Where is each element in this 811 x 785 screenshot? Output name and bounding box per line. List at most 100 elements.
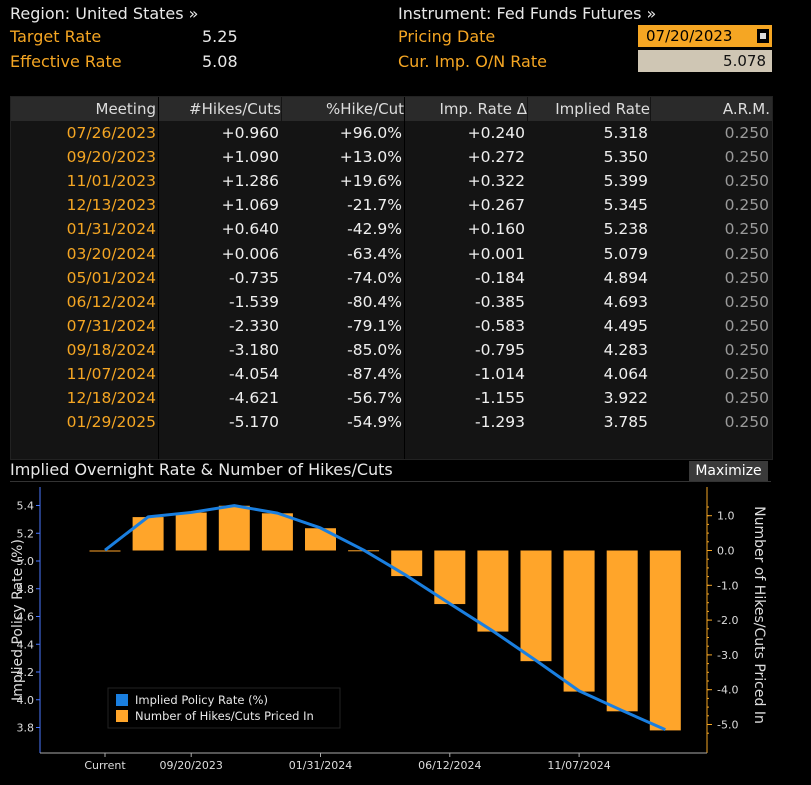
table-row[interactable]: 11/07/2024 -4.054 -87.4% -1.014 4.064 0.250 <box>11 362 772 386</box>
hikes-cuts-value: -5.170 <box>229 413 279 432</box>
bar-hikes-cuts <box>520 550 552 662</box>
table-row[interactable]: 01/29/2025 -5.170 -54.9% -1.293 3.785 0.250 <box>11 410 772 434</box>
arm-value: 0.250 <box>724 316 769 335</box>
region-selector[interactable]: Region: United States » <box>10 4 199 23</box>
col-header-imp-rate-delta[interactable]: Imp. Rate Δ <box>405 97 527 121</box>
table-row[interactable]: 11/01/2023 +1.286 +19.6% +0.322 5.399 0.250 <box>11 169 772 193</box>
table-row[interactable]: 07/31/2024 -2.330 -79.1% -0.583 4.495 0.250 <box>11 314 772 338</box>
pricing-date-value: 07/20/2023 <box>646 27 733 45</box>
bar-hikes-cuts <box>563 550 595 692</box>
arm-value: 0.250 <box>724 196 769 215</box>
y-tick-label: 5.0 <box>17 555 35 568</box>
bar-hikes-cuts <box>89 550 121 552</box>
cur-imp-rate-label: Cur. Imp. O/N Rate <box>398 52 547 71</box>
hikes-cuts-value: +0.640 <box>221 220 279 239</box>
arm-value: 0.250 <box>724 244 769 263</box>
pct-hike-cut-value: -54.9% <box>347 413 402 432</box>
maximize-button[interactable]: Maximize <box>689 461 768 481</box>
table-row[interactable]: 09/18/2024 -3.180 -85.0% -0.795 4.283 0.250 <box>11 338 772 362</box>
hikes-cuts-value: -2.330 <box>229 316 279 335</box>
imp-rate-delta-value: +0.160 <box>467 220 525 239</box>
implied-rate-value: 3.785 <box>603 413 648 432</box>
meeting-date: 07/26/2023 <box>66 124 156 142</box>
col-header-meeting[interactable]: Meeting <box>11 97 158 121</box>
arm-value: 0.250 <box>724 148 769 167</box>
meetings-table: Meeting #Hikes/Cuts %Hike/Cut Imp. Rate … <box>10 96 773 460</box>
table-row[interactable]: 01/31/2024 +0.640 -42.9% +0.160 5.238 0.250 <box>11 217 772 241</box>
table-row[interactable]: 03/20/2024 +0.006 -63.4% +0.001 5.079 0.250 <box>11 242 772 266</box>
hikes-cuts-value: -3.180 <box>229 340 279 359</box>
implied-rate-value: 4.495 <box>603 316 648 335</box>
cur-imp-rate-field: 5.078 <box>638 50 772 72</box>
pct-hike-cut-value: -74.0% <box>347 268 402 287</box>
imp-rate-delta-value: -0.795 <box>475 340 525 359</box>
imp-rate-delta-value: +0.322 <box>467 172 525 191</box>
implied-rate-line <box>104 504 666 731</box>
legend-swatch-bar <box>116 710 128 722</box>
table-row[interactable]: 06/12/2024 -1.539 -80.4% -0.385 4.693 0.250 <box>11 290 772 314</box>
y2-tick-label: -5.0 <box>717 719 738 732</box>
chart-title: Implied Overnight Rate & Number of Hikes… <box>10 460 393 479</box>
legend-label-bar: Number of Hikes/Cuts Priced In <box>135 709 314 723</box>
arm-value: 0.250 <box>724 365 769 383</box>
y-tick-label: 4.6 <box>17 611 35 624</box>
legend-swatch-line <box>116 694 128 706</box>
x-tick-label: 01/31/2024 <box>289 759 352 772</box>
arm-value: 0.250 <box>724 413 769 432</box>
y2-tick-label: -1.0 <box>717 579 738 592</box>
pct-hike-cut-value: +19.6% <box>339 172 402 191</box>
column-divider <box>158 97 159 459</box>
hikes-cuts-value: +1.090 <box>221 148 279 167</box>
implied-rate-value: 5.350 <box>603 148 648 167</box>
effective-rate-label: Effective Rate <box>10 52 122 71</box>
y2-tick-label: -3.0 <box>717 649 738 662</box>
imp-rate-delta-value: +0.240 <box>467 124 525 142</box>
table-row[interactable]: 07/26/2023 +0.960 +96.0% +0.240 5.318 0.250 <box>11 121 772 145</box>
arm-value: 0.250 <box>724 340 769 359</box>
col-header-hikes-cuts[interactable]: #Hikes/Cuts <box>159 97 281 121</box>
implied-rate-value: 3.922 <box>603 389 648 408</box>
x-tick-label: 09/20/2023 <box>159 759 222 772</box>
hikes-cuts-value: -1.539 <box>229 292 279 311</box>
legend-box <box>107 687 341 729</box>
col-header-implied-rate[interactable]: Implied Rate <box>528 97 650 121</box>
implied-rate-value: 5.399 <box>603 172 648 191</box>
pricing-date-label: Pricing Date <box>398 27 496 46</box>
chart-divider <box>10 481 771 482</box>
y2-tick-label: -4.0 <box>717 684 738 697</box>
table-row[interactable]: 12/18/2024 -4.621 -56.7% -1.155 3.922 0.250 <box>11 386 772 410</box>
hikes-cuts-value: +0.960 <box>221 124 279 142</box>
target-rate-label: Target Rate <box>10 27 102 46</box>
bar-hikes-cuts <box>391 550 423 577</box>
y-tick-label: 3.8 <box>17 722 35 735</box>
calendar-icon[interactable] <box>757 29 769 43</box>
implied-rate-value: 4.693 <box>603 292 648 311</box>
implied-rate-value: 4.894 <box>603 268 648 287</box>
pricing-date-field[interactable]: 07/20/2023 <box>638 25 772 47</box>
table-row[interactable]: 05/01/2024 -0.735 -74.0% -0.184 4.894 0.250 <box>11 266 772 290</box>
hikes-cuts-value: -0.735 <box>229 268 279 287</box>
meeting-date: 03/20/2024 <box>66 244 156 263</box>
pct-hike-cut-value: -42.9% <box>347 220 402 239</box>
effective-rate-value: 5.08 <box>202 52 238 71</box>
pct-hike-cut-value: -87.4% <box>347 365 402 383</box>
y-tick-label: 4.2 <box>17 666 35 679</box>
meeting-date: 11/07/2024 <box>66 365 156 383</box>
y-tick-label: 4.4 <box>17 638 35 651</box>
arm-value: 0.250 <box>724 292 769 311</box>
hikes-cuts-value: +0.006 <box>221 244 279 263</box>
bar-hikes-cuts <box>132 517 164 551</box>
bar-hikes-cuts <box>261 513 293 551</box>
table-row[interactable]: 12/13/2023 +1.069 -21.7% +0.267 5.345 0.250 <box>11 193 772 217</box>
imp-rate-delta-value: -1.293 <box>475 413 525 432</box>
implied-rate-value: 5.318 <box>603 124 648 142</box>
hikes-cuts-value: -4.054 <box>229 365 279 383</box>
meeting-date: 07/31/2024 <box>66 316 156 335</box>
x-tick-label: 11/07/2024 <box>547 759 610 772</box>
instrument-selector[interactable]: Instrument: Fed Funds Futures » <box>398 4 657 23</box>
col-header-pct-hike-cut[interactable]: %Hike/Cut <box>282 97 404 121</box>
col-header-arm[interactable]: A.R.M. <box>651 97 772 121</box>
column-divider <box>404 97 405 459</box>
table-row[interactable]: 09/20/2023 +1.090 +13.0% +0.272 5.350 0.250 <box>11 145 772 169</box>
pct-hike-cut-value: +96.0% <box>339 124 402 142</box>
